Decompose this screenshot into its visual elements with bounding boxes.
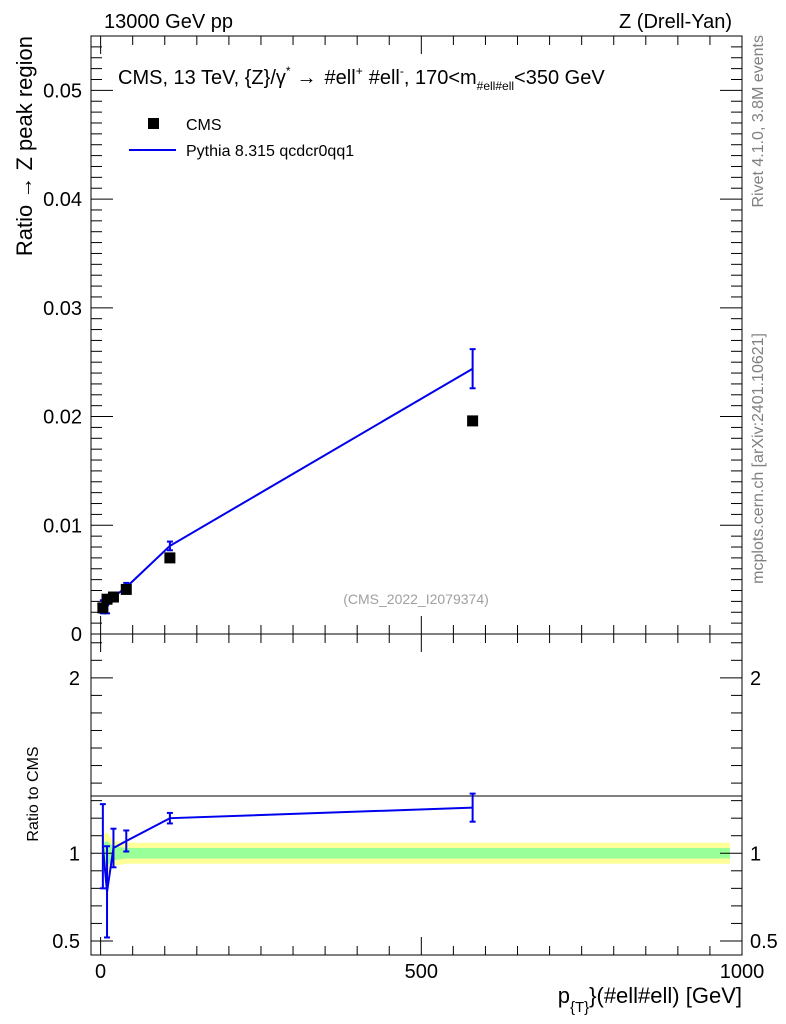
ratio-band [102,832,730,875]
cms-point [164,552,176,564]
legend-mc-label: Pythia 8.315 qcdcr0qq1 [186,143,354,160]
main-ylabel: Ratio → Z peak region [12,36,37,256]
cms-point [97,602,109,614]
ratio-ytick-label-right: 0.5 [750,931,778,953]
main-ticks [91,35,743,635]
mcplots-label: mcplots.cern.ch [arXiv:2401.10621] [750,333,767,584]
ratio-ytick-label: 0.5 [52,931,80,953]
mc-line [102,367,474,608]
ratio-ytick-label-right: 2 [750,668,761,690]
header-right: Z (Drell-Yan) [619,11,732,33]
main-ytick-label: 0.04 [43,189,82,211]
legend: CMS Pythia 8.315 qcdcr0qq1 [129,117,354,160]
rivet-label: Rivet 4.1.0, 3.8M events [750,35,767,208]
ratio-marks [99,792,476,939]
ratio-xtick-label: 0 [95,961,106,983]
main-ytick-label: 0.03 [43,298,82,320]
legend-cms-label: CMS [186,117,222,134]
main-ytick-label: 0.02 [43,407,82,429]
ratio-band-inner [102,840,730,866]
ratio-ylabel: Ratio to CMS [25,746,42,841]
main-ytick-label: 0.05 [43,80,82,102]
ratio-ytick-label: 1 [69,843,80,865]
main-ytick-labels: 0 0.01 0.02 0.03 0.04 0.05 [43,80,82,646]
main-panel: 0 0.01 0.02 0.03 0.04 0.05 Ratio → Z peak reg… [12,35,743,646]
ratio-panel: 0.5 0.5 1 1 2 2 0 500 1000 Ratio to CMS p{T}}(#… [25,633,778,1016]
legend-cms-marker [148,118,159,129]
cms-point [120,583,132,595]
cms-point [107,591,119,603]
ratio-ytick-label: 2 [69,668,80,690]
main-marks [97,348,479,615]
ratio-ticks [91,634,743,955]
main-title: CMS, 13 TeV, {Z}/γ* → #ell+ #ell-, 170<m#el… [118,64,605,93]
ratio-xtick-label: 1000 [720,961,765,983]
ratio-xtick-label: 500 [405,961,438,983]
header-left: 13000 GeV pp [104,11,233,33]
x-axis-label: p{T}}(#ell#ell) [GeV] [558,983,742,1016]
cms-point [101,593,113,605]
main-ytick-label: 0 [71,624,82,646]
watermark: (CMS_2022_I2079374) [343,591,489,607]
ratio-ytick-label-right: 1 [750,843,761,865]
ratio-frame [90,633,743,956]
ratio-ytick-labels: 0.5 0.5 1 1 2 2 [52,668,778,953]
cms-point [467,415,479,427]
ratio-xtick-labels: 0 500 1000 [95,961,764,983]
main-ytick-label: 0.01 [43,515,82,537]
